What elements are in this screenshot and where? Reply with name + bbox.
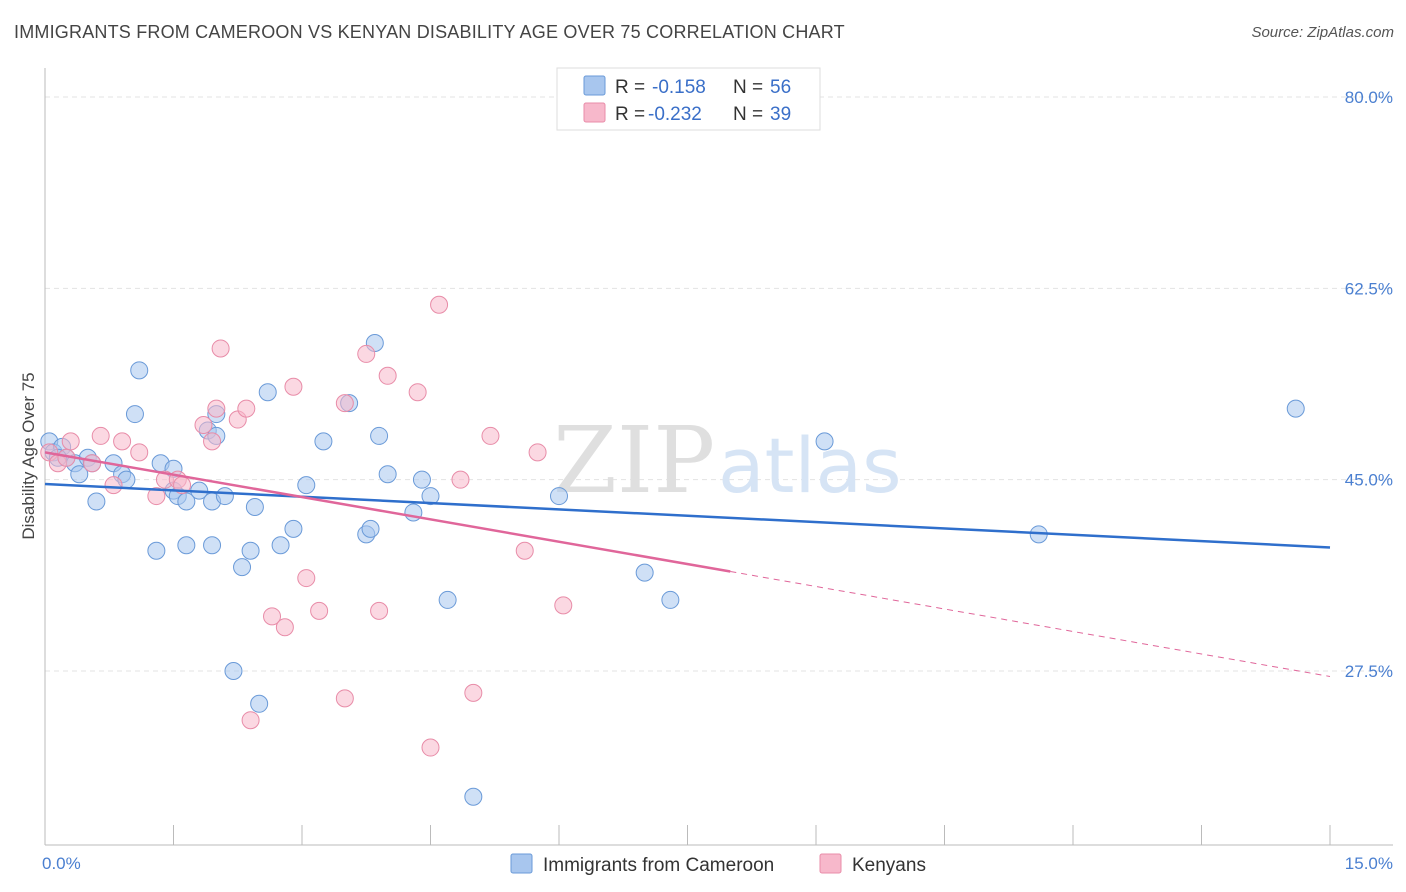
data-points bbox=[40, 295, 1305, 806]
point-kenyans bbox=[284, 377, 303, 396]
point-immigrants-from-cameroon bbox=[125, 405, 144, 424]
point-kenyans bbox=[481, 426, 500, 445]
point-kenyans bbox=[370, 601, 389, 620]
legend-swatch-kenyans bbox=[583, 102, 606, 123]
bottom-legend-swatch-kenyans bbox=[819, 853, 842, 874]
point-immigrants-from-cameroon bbox=[297, 476, 316, 495]
point-kenyans bbox=[528, 443, 547, 462]
point-kenyans bbox=[378, 366, 397, 385]
y-tick-label: 27.5% bbox=[1345, 662, 1393, 681]
x-ticks bbox=[173, 825, 1331, 845]
bottom-legend-label-cameroon: Immigrants from Cameroon bbox=[543, 855, 774, 876]
point-immigrants-from-cameroon bbox=[635, 563, 654, 582]
bottom-legend-label-kenyans: Kenyans bbox=[852, 855, 926, 876]
point-immigrants-from-cameroon bbox=[314, 432, 333, 451]
x-tick-label-min: 0.0% bbox=[42, 854, 81, 873]
point-immigrants-from-cameroon bbox=[258, 383, 277, 402]
legend-r-label-kenyans: R = bbox=[615, 104, 645, 125]
trend-line-kenyans bbox=[44, 451, 731, 573]
point-kenyans bbox=[241, 711, 260, 730]
point-immigrants-from-cameroon bbox=[130, 361, 149, 380]
point-immigrants-from-cameroon bbox=[271, 536, 290, 555]
point-kenyans bbox=[91, 426, 110, 445]
y-axis-label: Disability Age Over 75 bbox=[19, 372, 38, 539]
point-kenyans bbox=[335, 689, 354, 708]
point-immigrants-from-cameroon bbox=[550, 487, 568, 506]
point-kenyans bbox=[130, 443, 149, 462]
legend-n-label-kenyans: N = bbox=[733, 104, 763, 125]
point-immigrants-from-cameroon bbox=[177, 536, 196, 555]
point-kenyans bbox=[335, 394, 354, 413]
point-kenyans bbox=[451, 470, 470, 489]
point-immigrants-from-cameroon bbox=[1286, 399, 1305, 418]
point-kenyans bbox=[430, 295, 449, 314]
x-tick-label-max: 15.0% bbox=[1345, 854, 1393, 873]
y-tick-label: 80.0% bbox=[1345, 88, 1393, 107]
point-immigrants-from-cameroon bbox=[147, 541, 166, 560]
point-immigrants-from-cameroon bbox=[378, 465, 397, 484]
legend-r-value-cameroon: -0.158 bbox=[652, 77, 706, 98]
point-kenyans bbox=[310, 601, 329, 620]
point-kenyans bbox=[113, 432, 132, 451]
point-immigrants-from-cameroon bbox=[203, 536, 222, 555]
bottom-legend: Immigrants from Cameroon Kenyans bbox=[510, 853, 926, 876]
watermark: ZIP atlas bbox=[553, 407, 902, 514]
point-immigrants-from-cameroon bbox=[224, 662, 243, 680]
point-kenyans bbox=[297, 569, 316, 588]
point-kenyans bbox=[464, 683, 483, 702]
point-immigrants-from-cameroon bbox=[241, 541, 260, 560]
point-kenyans bbox=[263, 607, 282, 626]
point-immigrants-from-cameroon bbox=[70, 465, 89, 484]
point-immigrants-from-cameroon bbox=[421, 487, 440, 506]
point-kenyans bbox=[421, 738, 440, 757]
legend-swatch-cameroon bbox=[583, 75, 606, 96]
legend-r-label-cameroon: R = bbox=[615, 77, 645, 98]
y-tick-label: 45.0% bbox=[1345, 471, 1393, 490]
trend-line-immigrants-from-cameroon bbox=[44, 482, 1331, 549]
point-immigrants-from-cameroon bbox=[245, 498, 264, 516]
y-tick-labels: 27.5% 45.0% 62.5% 80.0% bbox=[1345, 88, 1393, 681]
point-kenyans bbox=[357, 344, 376, 363]
legend-r-value-kenyans: -0.232 bbox=[648, 104, 702, 125]
point-immigrants-from-cameroon bbox=[361, 519, 380, 538]
point-kenyans bbox=[211, 339, 230, 358]
legend-n-value-kenyans: 39 bbox=[770, 104, 791, 125]
chart-title: IMMIGRANTS FROM CAMEROON VS KENYAN DISAB… bbox=[14, 22, 845, 42]
point-kenyans bbox=[207, 399, 226, 418]
trend-line-kenyans-extrapolated bbox=[730, 571, 1331, 677]
bottom-legend-swatch-cameroon bbox=[510, 853, 533, 874]
legend-n-label-cameroon: N = bbox=[733, 77, 763, 98]
point-immigrants-from-cameroon bbox=[815, 432, 834, 451]
watermark-atlas: atlas bbox=[718, 421, 902, 510]
point-immigrants-from-cameroon bbox=[284, 519, 303, 538]
point-immigrants-from-cameroon bbox=[250, 694, 269, 713]
point-kenyans bbox=[554, 596, 573, 615]
source-credit: Source: ZipAtlas.com bbox=[1251, 24, 1394, 41]
point-kenyans bbox=[275, 618, 294, 637]
point-immigrants-from-cameroon bbox=[233, 558, 252, 577]
point-immigrants-from-cameroon bbox=[438, 590, 457, 609]
point-immigrants-from-cameroon bbox=[215, 487, 234, 506]
point-kenyans bbox=[83, 454, 102, 473]
watermark-zip: ZIP bbox=[553, 407, 715, 514]
point-kenyans bbox=[61, 432, 80, 451]
point-immigrants-from-cameroon bbox=[370, 426, 389, 445]
point-kenyans bbox=[237, 399, 256, 418]
y-tick-label: 62.5% bbox=[1345, 279, 1393, 298]
point-immigrants-from-cameroon bbox=[661, 590, 680, 609]
point-kenyans bbox=[194, 416, 213, 434]
point-kenyans bbox=[104, 476, 123, 495]
gridlines bbox=[45, 96, 1393, 672]
point-kenyans bbox=[515, 541, 534, 560]
point-kenyans bbox=[203, 432, 222, 451]
legend-box: R = -0.158 N = 56 R = -0.232 N = 39 bbox=[556, 67, 821, 131]
legend-n-value-cameroon: 56 bbox=[770, 77, 791, 98]
trend-lines bbox=[44, 451, 1331, 677]
point-immigrants-from-cameroon bbox=[412, 470, 431, 489]
point-immigrants-from-cameroon bbox=[464, 787, 483, 806]
point-kenyans bbox=[408, 383, 427, 402]
point-immigrants-from-cameroon bbox=[87, 492, 106, 511]
point-kenyans bbox=[147, 487, 166, 506]
